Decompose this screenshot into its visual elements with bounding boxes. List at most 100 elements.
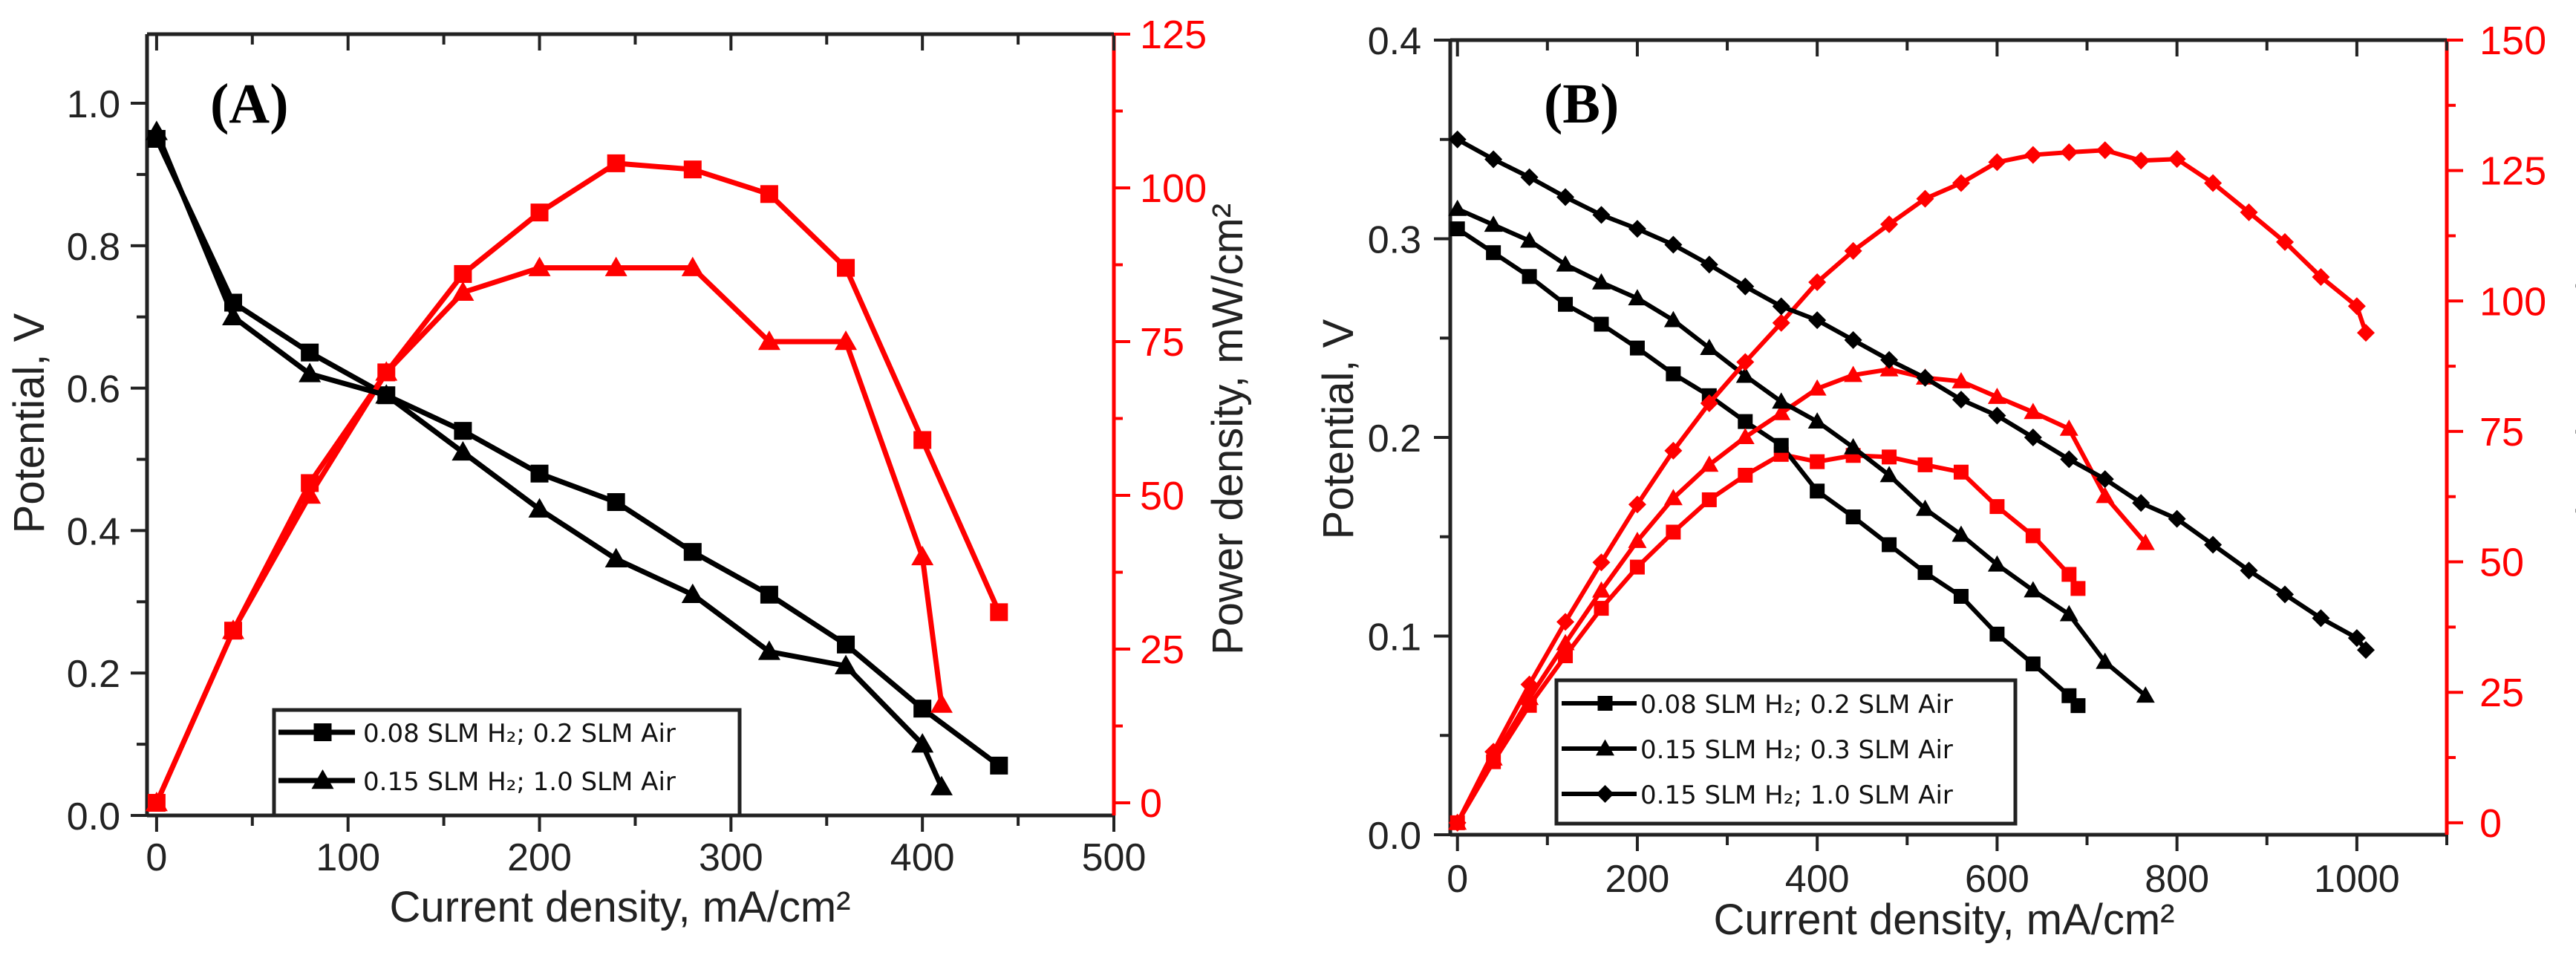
y2-axis-title: Power density, mW/cm² xyxy=(1204,203,1252,655)
potential-point xyxy=(1916,499,1935,516)
panel-b: 0 200 400 600 800 1000 0.0 0.1 0.2 0.3 0.4 0 25 50 75 1… xyxy=(1314,19,2576,944)
potential-point xyxy=(1953,589,1969,604)
legend-label: 0.08 SLM H₂; 0.2 SLM Air xyxy=(363,719,676,749)
y-tick-label: 0.4 xyxy=(1368,20,1421,63)
potential-point xyxy=(1520,231,1539,248)
potential-point xyxy=(1486,245,1501,261)
power-point xyxy=(2136,533,2155,550)
power-point xyxy=(1556,613,1575,631)
power-point xyxy=(1700,394,1718,412)
y2-tick-label: 50 xyxy=(1140,474,1184,518)
potential-point xyxy=(1810,483,1825,499)
y-tick-label: 0.3 xyxy=(1368,219,1421,262)
potential-point xyxy=(1880,351,1899,369)
power-point xyxy=(2059,419,2078,436)
legend: 0.08 SLM H₂; 0.2 SLM Air 0.15 SLM H₂; 0.3… xyxy=(1554,678,2018,826)
power-line xyxy=(1455,367,2148,824)
potential-point xyxy=(1448,199,1467,216)
power-point xyxy=(1916,189,1934,208)
potential-point xyxy=(1522,269,1537,284)
potential-point xyxy=(604,547,627,568)
power-point xyxy=(930,693,953,713)
power-point xyxy=(1735,428,1755,445)
x-tick-label: 500 xyxy=(1082,836,1147,879)
potential-line xyxy=(154,131,945,789)
potential-point xyxy=(299,362,322,382)
potential-point xyxy=(222,305,245,325)
power-point xyxy=(1592,553,1611,572)
potential-point xyxy=(1987,555,2006,572)
panel-a: 0 100 200 300 400 500 0.0 0.2 0.4 0.6 0.8 1.0 0 25 50 7… xyxy=(5,13,1252,931)
series-1 xyxy=(147,129,1008,812)
potential-point xyxy=(1772,297,1790,316)
power-point xyxy=(1772,403,1791,420)
potential-point xyxy=(1484,215,1503,232)
potential-point xyxy=(1448,130,1467,149)
power-point xyxy=(2204,174,2223,192)
potential-point xyxy=(1844,330,1862,349)
legend-entry: 0.08 SLM H₂; 0.2 SLM Air xyxy=(278,719,676,749)
potential-point xyxy=(683,543,702,561)
potential-point xyxy=(2275,585,2294,604)
power-point xyxy=(1701,492,1717,507)
legend-label: 0.08 SLM H₂; 0.2 SLM Air xyxy=(1640,690,1953,720)
power-point xyxy=(2275,232,2294,251)
legend-label: 0.15 SLM H₂; 1.0 SLM Air xyxy=(363,767,676,797)
potential-point xyxy=(1916,368,1934,387)
potential-point xyxy=(930,775,953,795)
x-tick-label: 400 xyxy=(890,836,955,879)
potential-point xyxy=(301,343,319,362)
power-point xyxy=(145,792,168,812)
potential-point xyxy=(1520,168,1539,186)
potential-point xyxy=(2096,470,2114,489)
power-point xyxy=(1807,379,1827,396)
power-point xyxy=(1520,688,1539,706)
potential-point xyxy=(2070,698,2086,714)
power-point xyxy=(528,256,551,276)
potential-point xyxy=(1628,220,1646,238)
power-point xyxy=(1772,313,1790,332)
potential-point xyxy=(1663,310,1683,328)
potential-point xyxy=(757,640,780,660)
power-point xyxy=(1591,581,1611,598)
y2-tick-label: 75 xyxy=(1140,320,1184,365)
potential-point xyxy=(2347,629,2366,648)
power-point xyxy=(835,330,858,351)
y2-tick-label: 125 xyxy=(1140,13,1207,57)
potential-point xyxy=(528,498,551,518)
power-point xyxy=(604,256,627,276)
series-3 xyxy=(1448,130,2375,832)
legend-label: 0.15 SLM H₂; 0.3 SLM Air xyxy=(1640,735,1953,765)
power-point xyxy=(757,330,780,351)
potential-point xyxy=(1450,221,1465,237)
power-point xyxy=(1844,365,1863,382)
power-point xyxy=(2061,567,2077,582)
legend-entry: 0.15 SLM H₂; 1.0 SLM Air xyxy=(1562,781,1953,810)
y2-tick-label: 75 xyxy=(2479,410,2524,455)
potential-point xyxy=(2024,429,2042,446)
y-tick-label: 0.2 xyxy=(67,653,120,696)
legend-marker xyxy=(311,769,334,789)
power-point xyxy=(2096,141,2114,160)
power-point xyxy=(451,281,475,302)
power-point xyxy=(1808,273,1827,291)
power-point xyxy=(1951,371,1971,388)
power-point xyxy=(2025,528,2041,544)
potential-point xyxy=(1917,564,1933,580)
potential-point xyxy=(835,654,858,674)
potential-point xyxy=(1594,316,1609,332)
potential-point xyxy=(1951,391,1970,409)
potential-point xyxy=(1484,150,1503,169)
power-point xyxy=(913,431,932,449)
potential-point xyxy=(1700,255,1718,274)
power-point xyxy=(1882,449,1897,465)
x-tick-label: 1000 xyxy=(2314,858,2400,901)
potential-point xyxy=(2024,581,2043,598)
power-point xyxy=(1989,499,2005,515)
power-point xyxy=(760,185,778,203)
legend-marker xyxy=(313,723,332,741)
legend-marker xyxy=(1596,739,1614,756)
potential-point xyxy=(1951,525,1971,542)
power-point xyxy=(1664,441,1683,460)
power-point xyxy=(1951,174,1970,192)
